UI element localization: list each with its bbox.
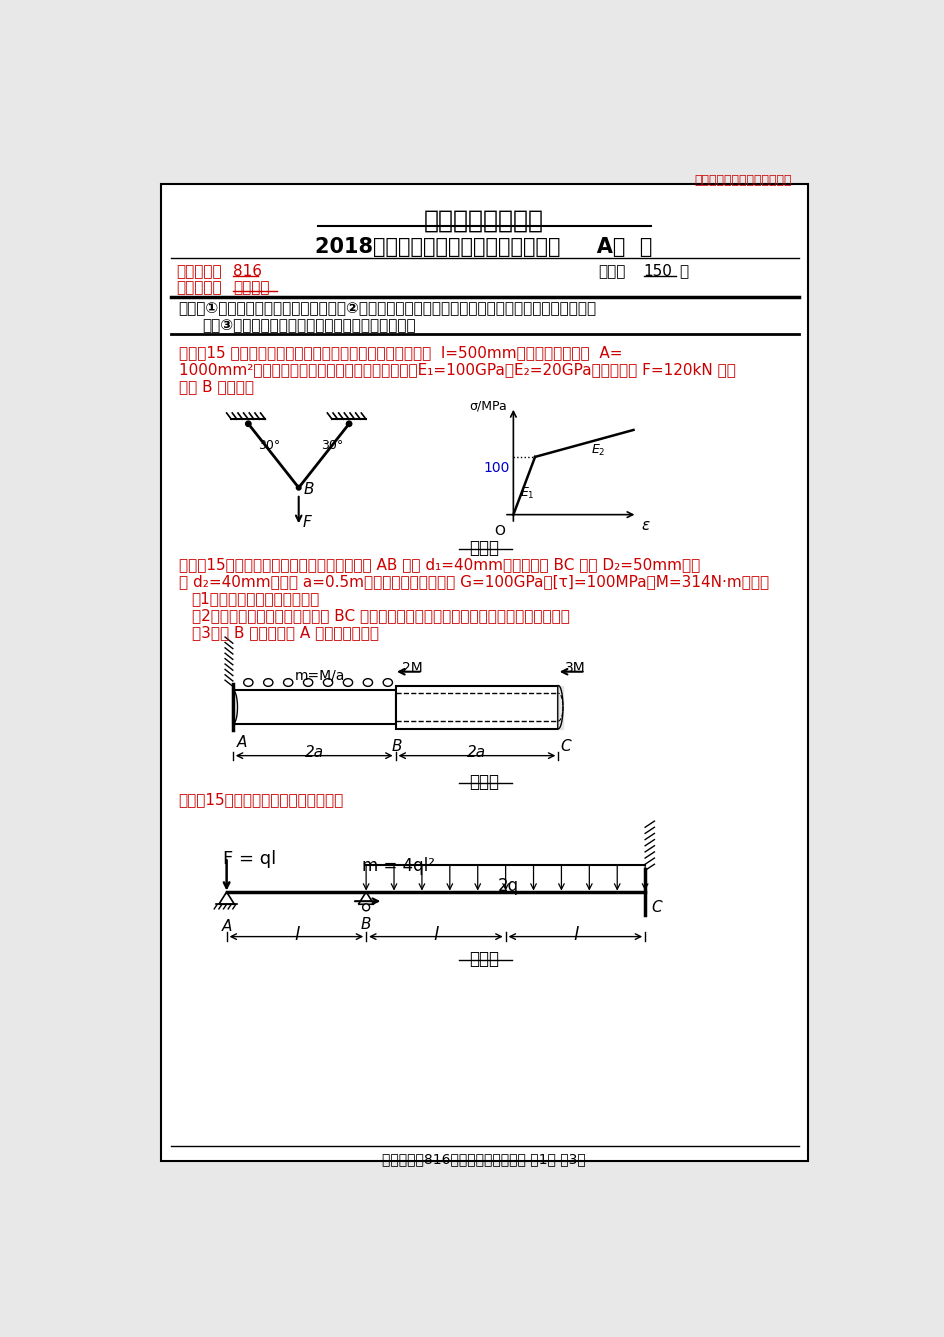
Text: 一、（15 分）如图所示简单铰接杆系结构。两杆的长度均为  l=500mm，横截面面积均为  A=: 一、（15 分）如图所示简单铰接杆系结构。两杆的长度均为 l=500mm，横截面… [178,345,621,360]
Text: F: F [302,515,311,529]
Text: B: B [303,481,313,496]
Text: ε: ε [641,519,649,533]
Bar [232,690,396,725]
Text: σ/MPa: σ/MPa [469,400,507,412]
Text: 满分：: 满分： [598,265,625,279]
Text: $E_1$: $E_1$ [519,487,533,501]
Text: A: A [221,919,231,933]
Text: 816: 816 [232,265,261,279]
Text: 注意：①认真阅读答题纸上的注意事项；②所有答案必须写在答题纸上，写在本试题纸或草稿纸上均无: 注意：①认真阅读答题纸上的注意事项；②所有答案必须写在答题纸上，写在本试题纸或草… [178,301,596,317]
Text: 2a: 2a [304,745,324,759]
FancyBboxPatch shape [160,183,807,1162]
Text: 2M: 2M [401,660,422,675]
Circle shape [346,421,351,427]
Text: 梦想不会辜负每一个努力的人: 梦想不会辜负每一个努力的人 [694,174,791,187]
Circle shape [362,904,369,910]
Text: B: B [391,739,402,754]
Bar [396,686,558,729]
Text: 2a: 2a [467,745,486,759]
Text: 二、（15分）图示阶梯形受扭圆轴，实心圆轴 AB 直径 d₁=40mm，空心圆轴 BC 外径 D₂=50mm，内: 二、（15分）图示阶梯形受扭圆轴，实心圆轴 AB 直径 d₁=40mm，空心圆轴… [178,558,700,572]
Text: 第二题: 第二题 [468,773,498,790]
Text: F = ql: F = ql [223,849,276,868]
Text: 径 d₂=40mm。尺寸 a=0.5m，材料的剪切弹性模量 G=100GPa，[τ]=100MPa。M=314N·m。试：: 径 d₂=40mm。尺寸 a=0.5m，材料的剪切弹性模量 G=100GPa，[… [178,574,767,588]
Text: 分: 分 [679,265,687,279]
Text: l: l [294,925,298,944]
Polygon shape [219,892,234,904]
Text: （2）从右往左看，画出空心截面 BC 段上任意横截面上的应力分布图，并标上应力数值；: （2）从右往左看，画出空心截面 BC 段上任意横截面上的应力分布图，并标上应力数… [192,608,569,623]
Text: 三、（15分）作梁的剪力图与弯矩图。: 三、（15分）作梁的剪力图与弯矩图。 [178,792,344,806]
Text: $E_2$: $E_2$ [590,443,605,459]
Text: （3）求 B 截面相对于 A 截面的扭转角。: （3）求 B 截面相对于 A 截面的扭转角。 [192,624,379,639]
Text: l: l [572,925,578,944]
Text: 3M: 3M [564,660,584,675]
Text: B: B [361,917,371,932]
Text: （1）根据强度条件进行校核；: （1）根据强度条件进行校核； [192,591,320,606]
Text: 30°: 30° [321,439,343,452]
Text: m = 4ql²: m = 4ql² [362,857,435,876]
Text: 效；③本试题纸须随答题纸一起装入试题袋中交回！: 效；③本试题纸须随答题纸一起装入试题袋中交回！ [202,318,415,333]
Text: 1000mm²。材料的应力应变关系如图所示，其中，E₁=100GPa，E₂=20GPa。试计算当 F=120kN 时，: 1000mm²。材料的应力应变关系如图所示，其中，E₁=100GPa，E₂=20… [178,362,734,377]
Circle shape [245,421,251,427]
Text: O: O [495,524,505,537]
Text: 100: 100 [483,461,510,475]
Text: 150: 150 [643,265,672,279]
Text: C: C [560,739,571,754]
Text: C: C [650,900,661,915]
Text: 科目名称：: 科目名称： [177,279,222,294]
Polygon shape [358,892,374,904]
Text: A: A [236,735,246,750]
Circle shape [296,485,301,489]
Text: 材料力学: 材料力学 [232,279,269,294]
Text: l: l [433,925,438,944]
Text: m=M/a: m=M/a [295,668,345,683]
Text: 节点 B 的位移。: 节点 B 的位移。 [178,380,253,394]
Text: 科目代码：816科目名称：材料力学 第1页 共3页: 科目代码：816科目名称：材料力学 第1页 共3页 [381,1152,585,1166]
Text: 30°: 30° [258,439,279,452]
Text: 科目代码：: 科目代码： [177,265,222,279]
Text: 第一题: 第一题 [468,539,498,558]
Text: 南京航空航天大学: 南京航空航天大学 [424,209,544,233]
Text: 2018年硕士研究生入学考试初试试题（     A卷  ）: 2018年硕士研究生入学考试初试试题（ A卷 ） [315,238,652,258]
Text: 2q: 2q [497,877,518,894]
Text: 第三题: 第三题 [468,949,498,968]
